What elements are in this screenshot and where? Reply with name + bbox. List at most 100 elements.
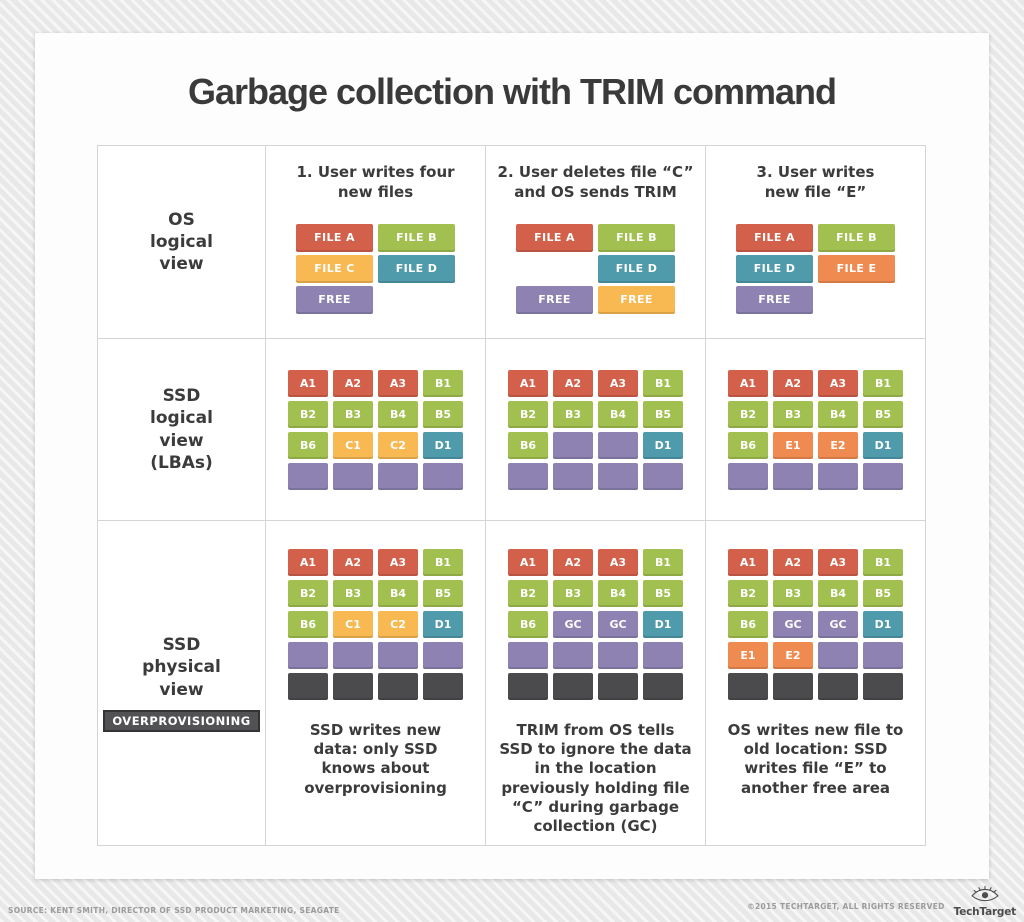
block-b6: B6 — [508, 611, 548, 638]
block-e1: E1 — [728, 642, 768, 669]
lba-grid-step-1: A1 A2 A3 B1 B2 B3 B4 B5 B6 C1 C2 D1 — [288, 369, 463, 490]
free-block — [553, 431, 593, 459]
lba-view-step-2: A1 A2 A3 B1 B2 B3 B4 B5 B6 D1 — [486, 339, 706, 521]
lba-view-step-3: A1 A2 A3 B1 B2 B3 B4 B5 B6 E1 E2 D1 — [706, 339, 926, 521]
free-block — [598, 642, 638, 669]
block-b1: B1 — [423, 549, 463, 576]
block-free: FREE — [736, 285, 813, 314]
source-credit: SOURCE: KENT SMITH, DIRECTOR OF SSD PROD… — [8, 906, 340, 915]
free-block — [553, 642, 593, 669]
step-3-heading: 3. User writes new file “E” — [756, 163, 875, 201]
physical-view-step-1: A1 A2 A3 B1 B2 B3 B4 B5 B6 C1 C2 D1 SSD writes new … — [266, 521, 486, 846]
block-b4: B4 — [598, 400, 638, 428]
block-b6: B6 — [288, 431, 328, 459]
free-block — [598, 431, 638, 459]
free-block — [288, 462, 328, 490]
block-b5: B5 — [423, 400, 463, 428]
free-block — [423, 642, 463, 669]
free-block — [378, 642, 418, 669]
block-file-d: FILE D — [378, 254, 455, 283]
brand-name: TechTarget — [953, 906, 1017, 918]
block-a2: A2 — [553, 369, 593, 397]
lba-grid-step-3: A1 A2 A3 B1 B2 B3 B4 B5 B6 E1 E2 D1 — [728, 369, 903, 490]
block-file-b: FILE B — [598, 223, 675, 252]
block-b3: B3 — [553, 400, 593, 428]
block-file-a: FILE A — [516, 223, 593, 252]
block-b2: B2 — [288, 580, 328, 607]
free-block — [333, 462, 373, 490]
physical-grid-step-1: A1 A2 A3 B1 B2 B3 B4 B5 B6 C1 C2 D1 — [266, 549, 485, 700]
diagram-table: OS logical view 1. User writes four new … — [97, 145, 926, 846]
block-free: FREE — [598, 285, 675, 314]
block-b3: B3 — [773, 580, 813, 607]
overprovisioning-block — [333, 673, 373, 700]
block-a3: A3 — [378, 549, 418, 576]
block-a1: A1 — [508, 549, 548, 576]
physical-grid-step-3: A1 A2 A3 B1 B2 B3 B4 B5 B6 GC GC D1 E1 E2 — [706, 549, 925, 700]
techtarget-logo: TechTarget — [954, 885, 1016, 918]
block-b4: B4 — [598, 580, 638, 607]
block-b3: B3 — [333, 580, 373, 607]
os-blocks-step-1: FILE A FILE B FILE C FILE D FREE — [266, 223, 485, 314]
block-b1: B1 — [863, 549, 903, 576]
block-a1: A1 — [508, 369, 548, 397]
block-a3: A3 — [598, 549, 638, 576]
block-d1: D1 — [423, 431, 463, 459]
block-d1: D1 — [643, 431, 683, 459]
overprovisioning-block — [378, 673, 418, 700]
row-label-ssd-logical-view: SSD logical view (LBAs) — [98, 339, 266, 521]
block-a2: A2 — [773, 369, 813, 397]
overprovisioning-block — [728, 673, 768, 700]
block-file-d: FILE D — [598, 254, 675, 283]
step-1-heading: 1. User writes four new files — [296, 163, 455, 201]
block-a2: A2 — [333, 369, 373, 397]
block-e2: E2 — [818, 431, 858, 459]
physical-grid-step-2: A1 A2 A3 B1 B2 B3 B4 B5 B6 GC GC D1 — [486, 549, 705, 700]
block-a1: A1 — [728, 549, 768, 576]
free-block — [508, 462, 548, 490]
block-file-d: FILE D — [736, 254, 813, 283]
overprovisioning-block — [508, 673, 548, 700]
block-b1: B1 — [423, 369, 463, 397]
block-b3: B3 — [773, 400, 813, 428]
block-free: FREE — [516, 285, 593, 314]
row-label-text: SSD logical view (LBAs) — [150, 386, 213, 473]
page-title: Garbage collection with TRIM command — [187, 71, 837, 112]
block-b5: B5 — [643, 400, 683, 428]
block-d1: D1 — [863, 611, 903, 638]
block-gc: GC — [598, 611, 638, 638]
block-a2: A2 — [553, 549, 593, 576]
block-b2: B2 — [728, 580, 768, 607]
block-a3: A3 — [818, 549, 858, 576]
os-blocks-step-2: FILE A FILE B FILE D FREE FREE — [486, 223, 705, 314]
free-block — [863, 642, 903, 669]
block-a2: A2 — [773, 549, 813, 576]
block-file-a: FILE A — [736, 223, 813, 252]
block-a3: A3 — [378, 369, 418, 397]
physical-view-step-3: A1 A2 A3 B1 B2 B3 B4 B5 B6 GC GC D1 E1 E2 OS writes n… — [706, 521, 926, 846]
block-c1: C1 — [333, 431, 373, 459]
step-2-heading: 2. User deletes file “C” and OS sends TR… — [497, 163, 694, 201]
free-block — [863, 462, 903, 490]
block-b2: B2 — [288, 400, 328, 428]
block-b5: B5 — [863, 580, 903, 607]
block-c1: C1 — [333, 611, 373, 638]
free-block — [288, 642, 328, 669]
block-b5: B5 — [643, 580, 683, 607]
os-view-step-3: 3. User writes new file “E” FILE A FILE B… — [706, 146, 926, 339]
block-file-b: FILE B — [378, 223, 455, 252]
free-block — [423, 462, 463, 490]
block-b4: B4 — [818, 580, 858, 607]
free-block — [333, 642, 373, 669]
physical-view-step-2: A1 A2 A3 B1 B2 B3 B4 B5 B6 GC GC D1 TRIM from OS te… — [486, 521, 706, 846]
block-b6: B6 — [728, 611, 768, 638]
free-block — [818, 462, 858, 490]
block-b3: B3 — [333, 400, 373, 428]
block-file-e: FILE E — [818, 254, 895, 283]
free-block — [818, 642, 858, 669]
block-b4: B4 — [818, 400, 858, 428]
step-3-caption: OS writes new file to old location: SSD … — [727, 721, 904, 797]
block-c2: C2 — [378, 431, 418, 459]
block-a1: A1 — [728, 369, 768, 397]
block-b2: B2 — [508, 400, 548, 428]
